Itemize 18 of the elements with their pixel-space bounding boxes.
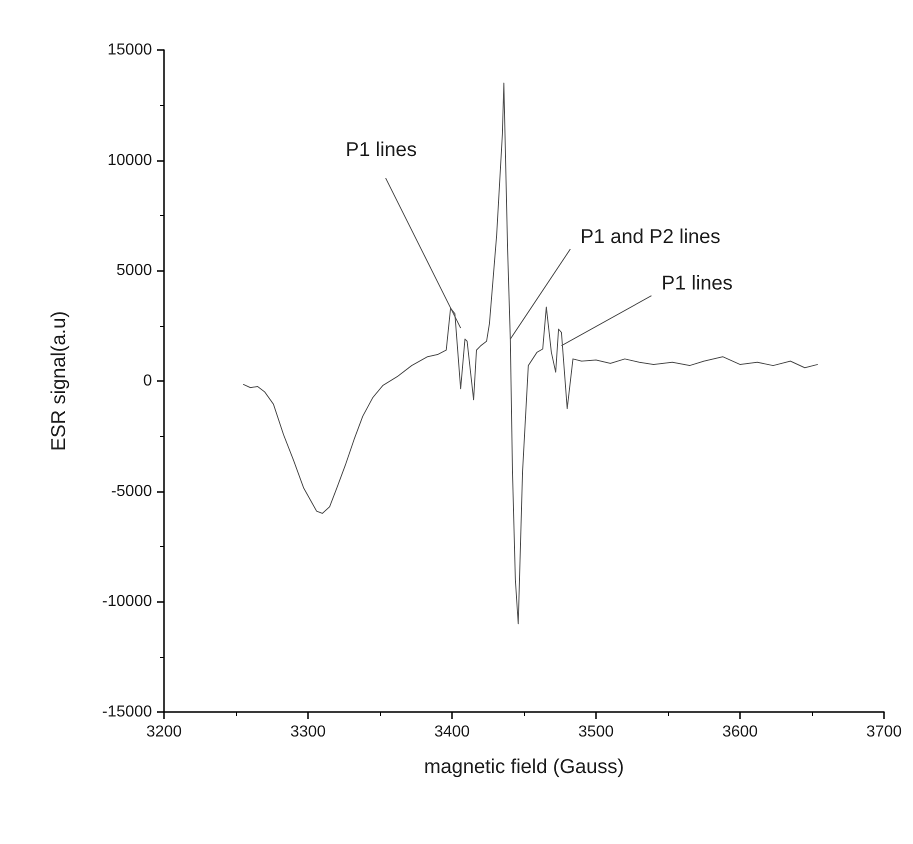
annotation: P1 and P2 lines — [580, 226, 720, 248]
y-tick-label: -15000 — [102, 704, 152, 720]
y-tick-label: 5000 — [116, 262, 152, 280]
annotation: P1 lines — [346, 139, 417, 162]
x-axis-title: magnetic field (Gauss) — [424, 756, 624, 778]
y-tick-label: 15000 — [108, 42, 152, 58]
x-tick-label: 3500 — [578, 724, 614, 740]
y-tick-label: 0 — [143, 372, 152, 390]
y-tick-label: 10000 — [108, 152, 152, 169]
x-tick-label: 3700 — [866, 724, 902, 740]
x-tick-label: 3600 — [722, 724, 758, 740]
x-tick-label: 3400 — [434, 724, 470, 740]
annotation: P1 lines — [661, 272, 733, 295]
x-tick-label: 3300 — [290, 724, 326, 740]
y-tick-label: -10000 — [102, 593, 152, 610]
y-tick-label: -5000 — [111, 482, 152, 500]
y-axis-title: ESR signal(a.u) — [48, 310, 70, 452]
x-tick-label: 3200 — [146, 724, 182, 740]
